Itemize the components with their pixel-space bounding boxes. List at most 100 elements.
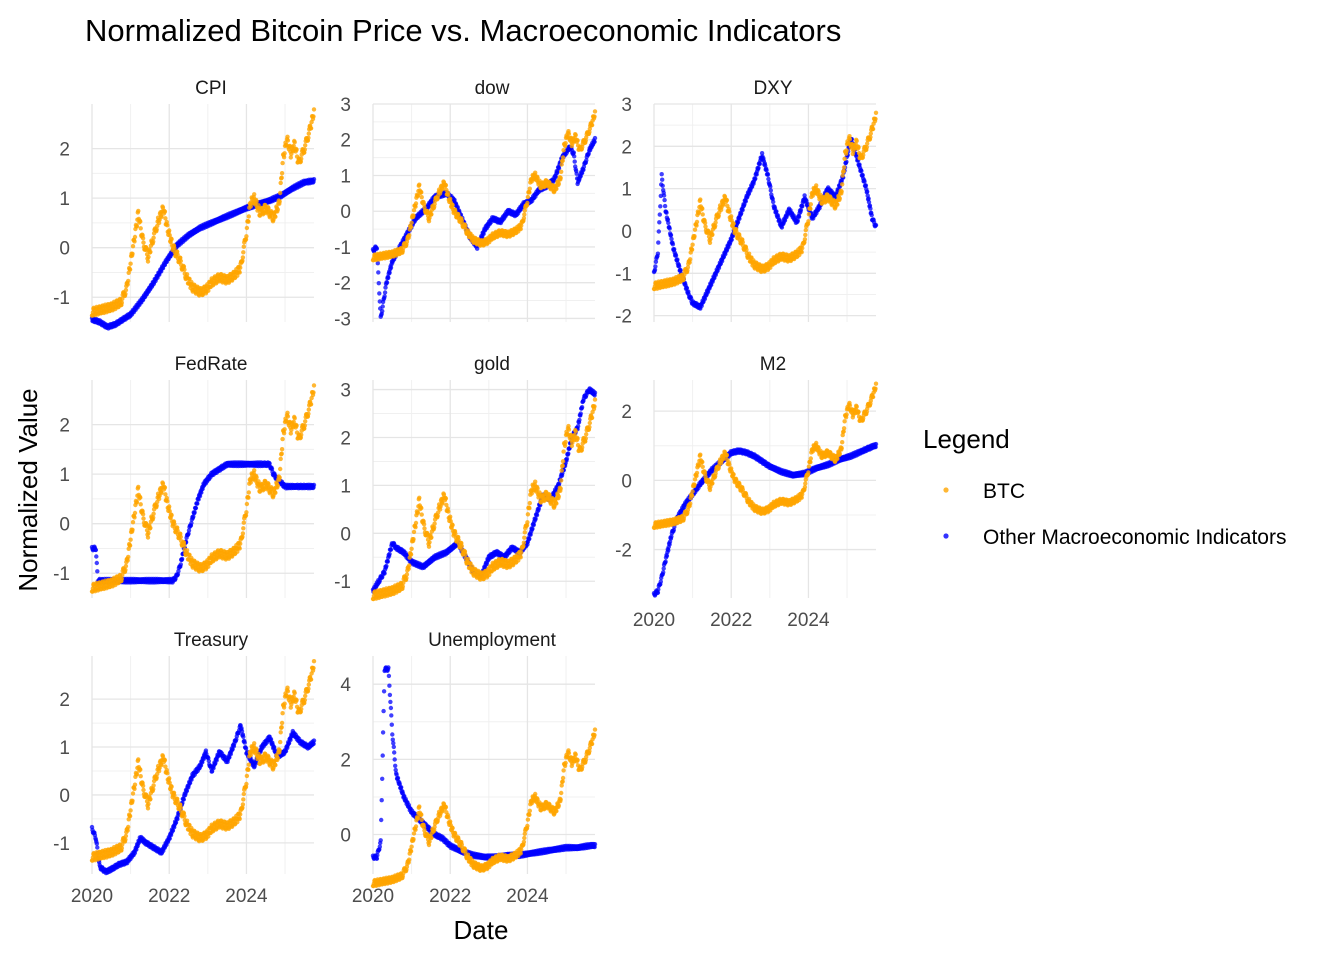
data-point bbox=[237, 270, 242, 275]
data-point bbox=[377, 291, 382, 296]
data-point bbox=[387, 270, 392, 275]
data-point bbox=[136, 208, 141, 214]
data-point bbox=[522, 212, 527, 217]
data-point bbox=[656, 229, 661, 234]
data-point bbox=[292, 416, 297, 421]
data-point bbox=[167, 228, 172, 233]
data-point bbox=[448, 514, 453, 519]
data-point bbox=[669, 236, 674, 242]
data-point bbox=[525, 512, 531, 517]
data-point bbox=[146, 254, 151, 260]
data-point bbox=[663, 559, 668, 564]
data-point bbox=[238, 541, 243, 546]
data-point bbox=[656, 240, 661, 245]
data-point bbox=[162, 209, 168, 214]
data-point bbox=[311, 383, 317, 388]
facet-panels: CPI-1012dow-3-2-10123DXY-2-10123FedRate-… bbox=[53, 78, 879, 907]
data-point bbox=[525, 194, 531, 200]
data-point bbox=[421, 522, 427, 527]
series-other-macroeconomic-indicators bbox=[651, 137, 879, 311]
data-point bbox=[130, 520, 136, 525]
data-point bbox=[136, 484, 141, 490]
data-point bbox=[589, 415, 595, 420]
data-point bbox=[662, 197, 667, 203]
data-point bbox=[847, 137, 853, 142]
y-tick-label: 2 bbox=[59, 416, 70, 437]
y-tick-label: -1 bbox=[334, 238, 351, 259]
data-point bbox=[865, 189, 870, 194]
data-point bbox=[662, 203, 668, 209]
data-point bbox=[854, 138, 859, 144]
data-point bbox=[692, 227, 698, 232]
data-point bbox=[409, 546, 414, 551]
data-point bbox=[151, 235, 156, 240]
data-point bbox=[240, 255, 246, 260]
data-point bbox=[518, 555, 523, 560]
data-point bbox=[408, 224, 414, 230]
data-point bbox=[375, 261, 380, 266]
data-point bbox=[729, 237, 734, 242]
data-point bbox=[266, 206, 271, 211]
data-point bbox=[241, 250, 246, 255]
data-point bbox=[690, 242, 695, 247]
data-point bbox=[432, 521, 437, 526]
y-tick-label: 0 bbox=[340, 202, 351, 223]
data-point bbox=[870, 126, 876, 132]
data-point bbox=[554, 501, 559, 506]
data-point bbox=[729, 214, 734, 219]
data-point bbox=[178, 534, 183, 540]
data-point bbox=[387, 551, 392, 557]
data-point bbox=[138, 226, 143, 231]
data-point bbox=[753, 176, 758, 181]
y-tick-label: -2 bbox=[334, 274, 351, 295]
data-point bbox=[837, 196, 842, 201]
y-tick-label: 3 bbox=[340, 95, 351, 116]
data-point bbox=[408, 552, 414, 557]
data-point bbox=[299, 432, 304, 437]
data-point bbox=[808, 202, 813, 207]
y-tick-label: -3 bbox=[334, 309, 351, 330]
y-tick-label: 3 bbox=[340, 381, 351, 402]
data-point bbox=[575, 424, 581, 429]
data-point bbox=[123, 567, 128, 573]
data-point bbox=[774, 209, 779, 214]
data-point bbox=[589, 122, 595, 128]
data-point bbox=[238, 265, 243, 270]
data-point bbox=[564, 456, 570, 461]
data-point bbox=[134, 500, 140, 505]
data-point bbox=[246, 219, 251, 224]
data-point bbox=[380, 308, 385, 314]
data-point bbox=[768, 184, 773, 189]
data-point bbox=[94, 560, 100, 566]
data-point bbox=[294, 423, 299, 428]
data-point bbox=[556, 494, 561, 499]
data-point bbox=[859, 168, 864, 174]
data-point bbox=[666, 220, 671, 226]
data-point bbox=[575, 138, 580, 143]
data-point bbox=[841, 169, 846, 174]
data-point bbox=[459, 543, 464, 549]
data-point bbox=[306, 407, 311, 412]
data-point bbox=[592, 390, 598, 395]
data-point bbox=[404, 572, 410, 577]
data-point bbox=[169, 237, 174, 242]
data-point bbox=[303, 143, 308, 148]
data-point bbox=[727, 209, 732, 214]
data-point bbox=[140, 236, 146, 241]
data-point bbox=[592, 135, 598, 141]
data-point bbox=[311, 107, 317, 112]
data-point bbox=[556, 181, 561, 186]
data-point bbox=[803, 232, 808, 238]
data-point bbox=[592, 397, 598, 402]
y-tick-label: -2 bbox=[615, 307, 632, 328]
data-point bbox=[167, 233, 172, 238]
data-point bbox=[94, 554, 99, 559]
data-point bbox=[130, 251, 135, 256]
data-point bbox=[241, 520, 246, 525]
data-point bbox=[566, 451, 571, 456]
y-tick-label: -1 bbox=[53, 288, 70, 309]
data-point bbox=[256, 203, 261, 208]
data-point bbox=[380, 304, 385, 309]
